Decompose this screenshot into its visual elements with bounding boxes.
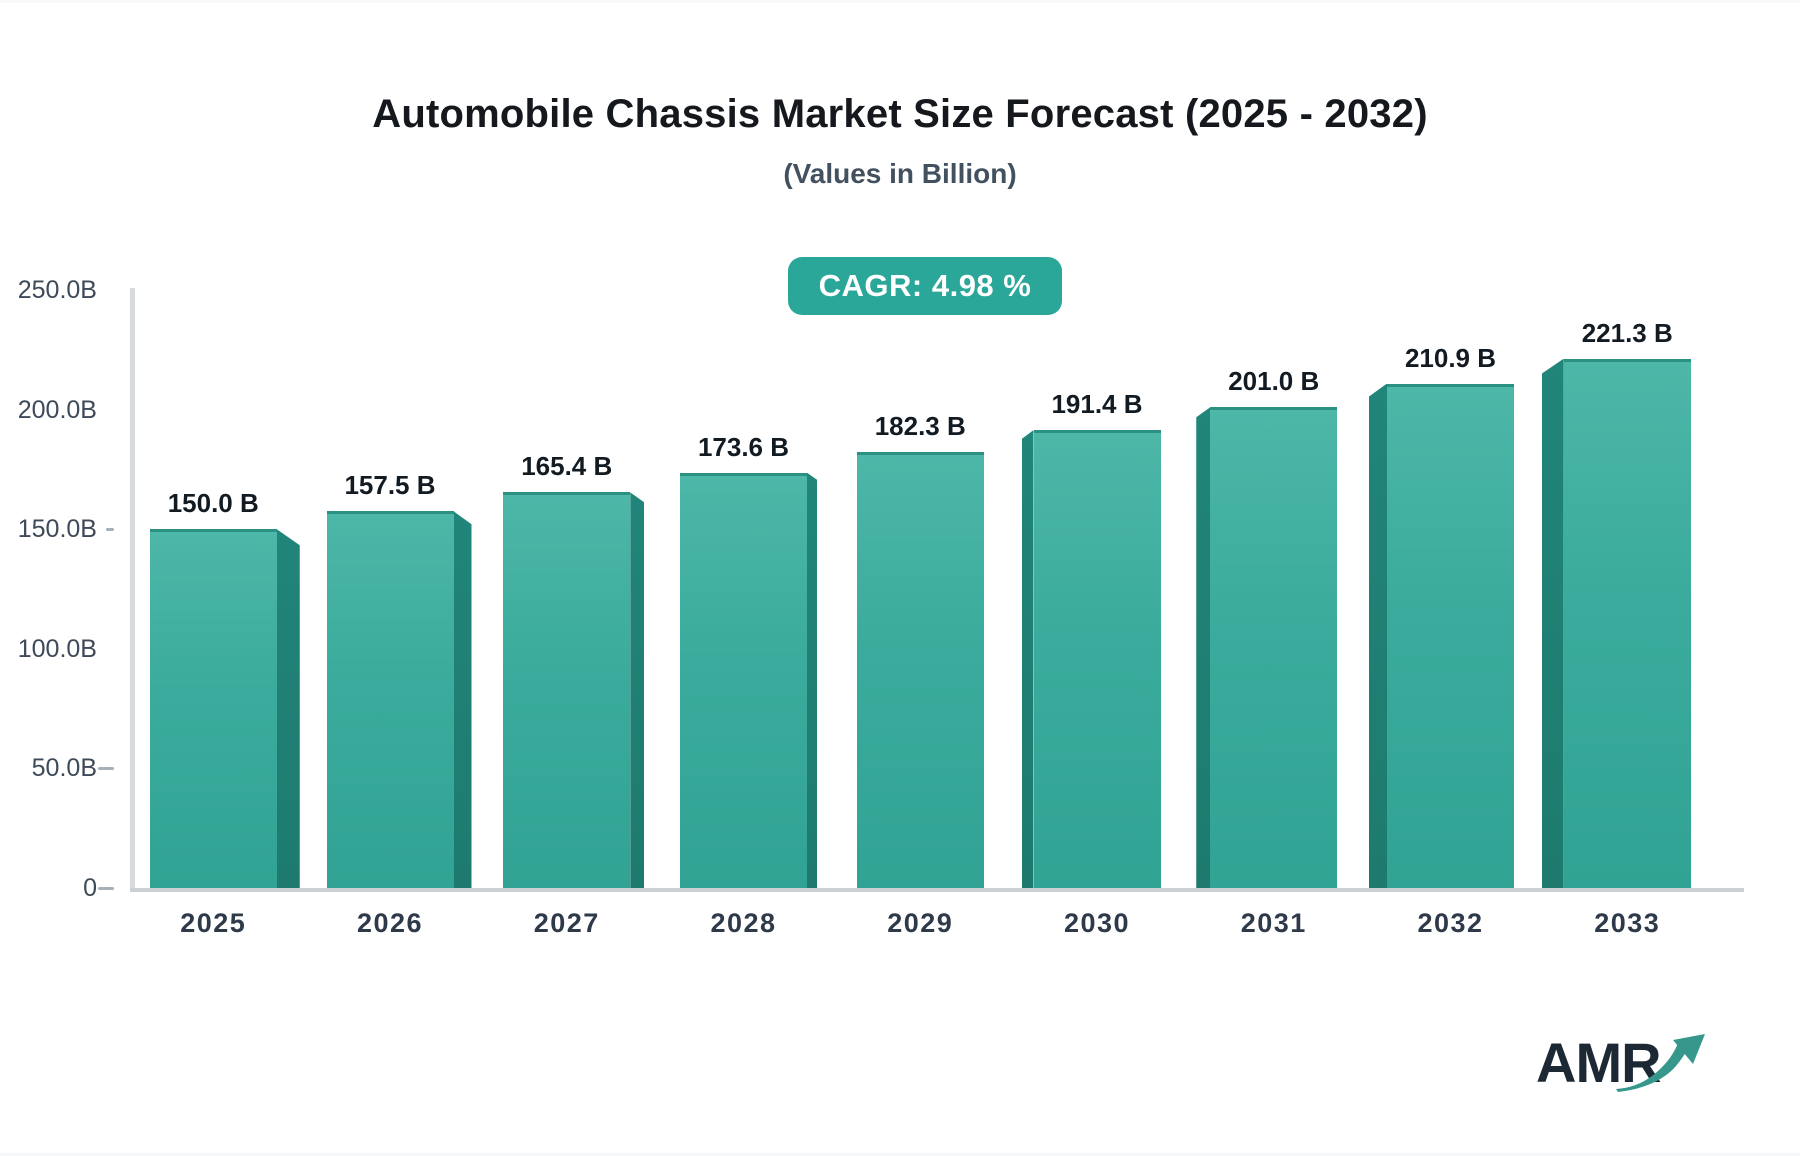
- chart-subtitle: (Values in Billion): [783, 158, 1017, 189]
- y-axis-tick: [98, 887, 114, 890]
- y-axis-line: [130, 288, 135, 888]
- bar: [326, 511, 454, 888]
- bar-3d-side: [630, 492, 645, 888]
- y-axis-label: 150.0B: [17, 515, 97, 544]
- bar-value-label: 221.3 B: [1581, 317, 1673, 348]
- chart-title: Automobile Chassis Market Size Forecast …: [372, 92, 1428, 136]
- bar: [1563, 358, 1691, 888]
- bar: [856, 451, 984, 888]
- bar-value-label: 157.5 B: [344, 470, 436, 501]
- x-axis-label: 2027: [533, 908, 600, 938]
- x-axis-label: 2030: [1063, 908, 1131, 938]
- bar-value-label: 182.3 B: [874, 410, 966, 441]
- x-axis-label: 2031: [1240, 908, 1307, 938]
- bar-3d-side: [807, 472, 817, 888]
- bar-value-label: 201.0 B: [1228, 366, 1320, 397]
- x-axis-label: 2029: [887, 908, 954, 938]
- page-edge-bottom: [0, 1153, 1800, 1156]
- bar: [503, 492, 631, 888]
- bar-value-label: 210.9 B: [1404, 342, 1497, 373]
- y-axis-label: 250.0B: [17, 276, 97, 304]
- x-axis-label: 2028: [710, 908, 777, 938]
- bar-3d-side: [1369, 383, 1387, 888]
- page-edge-top: [0, 0, 1800, 3]
- x-axis-label: 2026: [356, 908, 424, 938]
- bar: [1387, 383, 1514, 888]
- x-axis-label: 2033: [1594, 908, 1661, 938]
- cagr-badge: CAGR: 4.98 %: [788, 257, 1062, 315]
- y-axis-label: 200.0B: [17, 395, 97, 424]
- bar-value-label: 191.4 B: [1051, 389, 1143, 420]
- bar-3d-side: [276, 529, 300, 888]
- bar-3d-side: [1541, 358, 1564, 888]
- x-axis-label: 2032: [1417, 908, 1484, 938]
- bar: [149, 529, 277, 888]
- y-axis-label: 0: [83, 874, 97, 902]
- x-axis-label: 2025: [180, 908, 247, 938]
- y-axis-tick: [98, 767, 114, 771]
- y-axis-label: 100.0B: [17, 634, 97, 663]
- bar-value-label: 165.4 B: [521, 451, 613, 482]
- x-axis-line: [130, 888, 1744, 892]
- y-axis-tick: [106, 528, 114, 532]
- bar-3d-side: [453, 511, 472, 888]
- bar-3d-side: [1196, 407, 1211, 888]
- bar: [1033, 430, 1161, 888]
- bar: [1210, 407, 1338, 888]
- bar-value-label: 150.0 B: [167, 488, 259, 519]
- y-axis-label: 50.0B: [31, 754, 97, 783]
- bar-value-label: 173.6 B: [697, 431, 790, 462]
- bar-3d-side: [1021, 430, 1034, 888]
- growth-arrow-icon: [1616, 1034, 1705, 1092]
- amr-logo: AMR: [1536, 1032, 1736, 1112]
- bar: [680, 472, 807, 888]
